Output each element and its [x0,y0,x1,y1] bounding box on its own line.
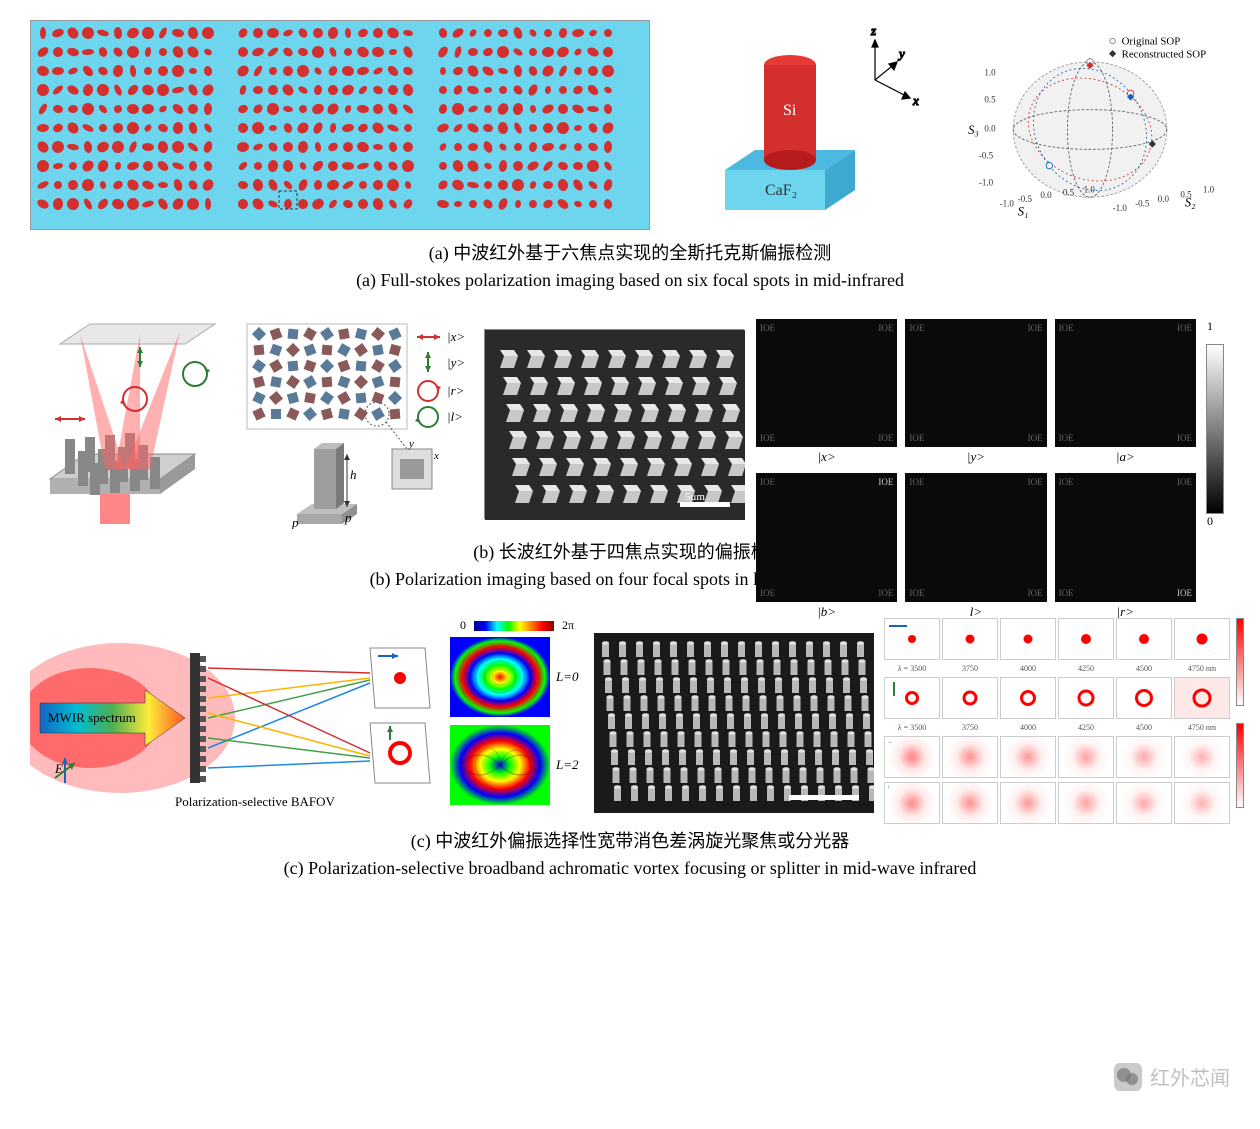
result-tile-a: IOEIOEIOEIOE |a> [1055,319,1196,465]
svg-text:MWIR spectrum: MWIR spectrum [48,710,136,725]
svg-text:p: p [291,515,299,529]
result-tile-r: IOEIOEIOEIOE |r> [1055,473,1196,619]
svg-text:S₃: S₃ [968,123,979,137]
svg-text:-1.0: -1.0 [1000,198,1015,208]
svg-text:z: z [870,23,876,38]
svg-text:|y>: |y> [447,355,465,370]
phase-map-L0 [450,637,550,717]
svg-text:0.5: 0.5 [1063,187,1075,197]
svg-text:5μm: 5μm [685,491,705,503]
phase-maps: 0 2π L=0 L=2 [450,618,584,818]
svg-text:-0.5: -0.5 [979,150,994,160]
spot-row-xpol: → x-Polarization [884,736,1230,778]
svg-text:y: y [408,438,414,450]
caption-c-en: (c) Polarization-selective broadband ach… [20,855,1240,882]
result-tile-l: IOEIOEIOEIOE l> [905,473,1046,619]
panel-c: MWIR spectrum E Polarization-selective B… [20,618,1240,818]
svg-text:0.0: 0.0 [984,123,996,133]
svg-text:x: x [433,450,439,462]
caption-a-en: (a) Full-stokes polarization imaging bas… [20,267,1240,294]
substrate-label: CaF₂ [765,182,797,199]
svg-text:p: p [344,510,352,525]
svg-text:-1.0: -1.0 [1113,203,1128,213]
grayscale-colorbar [1206,344,1224,514]
svg-text:0.0: 0.0 [1158,194,1170,204]
panel-a: CaF₂ Si z y x Original [20,20,1240,230]
polarization-results-grid: IOEIOEIOEIOE |x> IOEIOEIOEIOE |y> IOEIOE… [756,319,1230,529]
caption-a: (a) 中波红外基于六焦点实现的全斯托克斯偏振检测 (a) Full-stoke… [20,240,1240,294]
svg-text:1.0: 1.0 [1084,185,1096,195]
svg-text:h: h [350,467,357,482]
svg-text:-0.5: -0.5 [1018,194,1033,204]
svg-text:Reconstructed SOP: Reconstructed SOP [1122,48,1207,60]
panel-b: |x> |y> |r> |l> h p p [20,319,1240,529]
watermark: 红外芯闻 [1114,1062,1230,1091]
svg-text:|x>: |x> [447,329,465,344]
svg-text:x: x [912,93,919,108]
interleaved-array-schematic: |x> |y> |r> |l> h p p [242,319,472,529]
svg-text:|r>: |r> [447,383,464,398]
svg-text:0.5: 0.5 [1180,189,1192,199]
svg-text:-0.5: -0.5 [1135,198,1150,208]
red-colorbar-2 [1236,723,1244,808]
phase-map-L2 [450,725,550,805]
spot-row-L2 [884,677,1230,719]
red-colorbar-1 [1236,618,1244,706]
wechat-icon [1114,1063,1142,1091]
result-tile-y: IOEIOEIOEIOE |y> [905,319,1046,465]
result-tile-x: IOEIOEIOEIOE |x> [756,319,897,465]
metasurface-array [30,20,650,230]
svg-text:1.0: 1.0 [984,67,996,77]
spot-row-ypol: ↑ y-Polarization [884,782,1230,824]
sem-image-b: 5μm [484,329,744,519]
svg-text:Polarization-selective BAFOV: Polarization-selective BAFOV [175,794,336,809]
bafov-schematic: MWIR spectrum E Polarization-selective B… [30,618,440,818]
svg-text:1.0: 1.0 [1203,185,1215,195]
unit-cell-schematic: CaF₂ Si z y x [665,20,935,230]
svg-text:S₁: S₁ [1018,204,1029,218]
svg-text:0.0: 0.0 [1040,190,1052,200]
pillar-label: Si [783,102,797,119]
sem-image-c [594,633,874,813]
focal-spot-results: λ = 3500 3750 4000 4250 4500 4750 nm λ =… [884,618,1230,818]
caption-a-zh: (a) 中波红外基于六焦点实现的全斯托克斯偏振检测 [20,240,1240,267]
four-focal-schematic [30,319,230,529]
result-tile-b: IOEIOEIOEIOE |b> [756,473,897,619]
svg-text:0.5: 0.5 [984,94,996,104]
xyz-axes: z y x [870,23,919,108]
poincare-sphere-plot: Original SOP Reconstructed SOP S₃ [950,20,1230,230]
watermark-text: 红外芯闻 [1150,1062,1230,1091]
caption-c: (c) 中波红外偏振选择性宽带消色差涡旋光聚焦或分光器 (c) Polariza… [20,828,1240,882]
caption-c-zh: (c) 中波红外偏振选择性宽带消色差涡旋光聚焦或分光器 [20,828,1240,855]
svg-text:|l>: |l> [447,409,463,424]
phase-colorbar [474,621,554,631]
svg-text:-1.0: -1.0 [979,178,994,188]
svg-text:Original SOP: Original SOP [1122,36,1181,48]
svg-text:y: y [897,46,905,61]
spot-row-L0 [884,618,1230,660]
